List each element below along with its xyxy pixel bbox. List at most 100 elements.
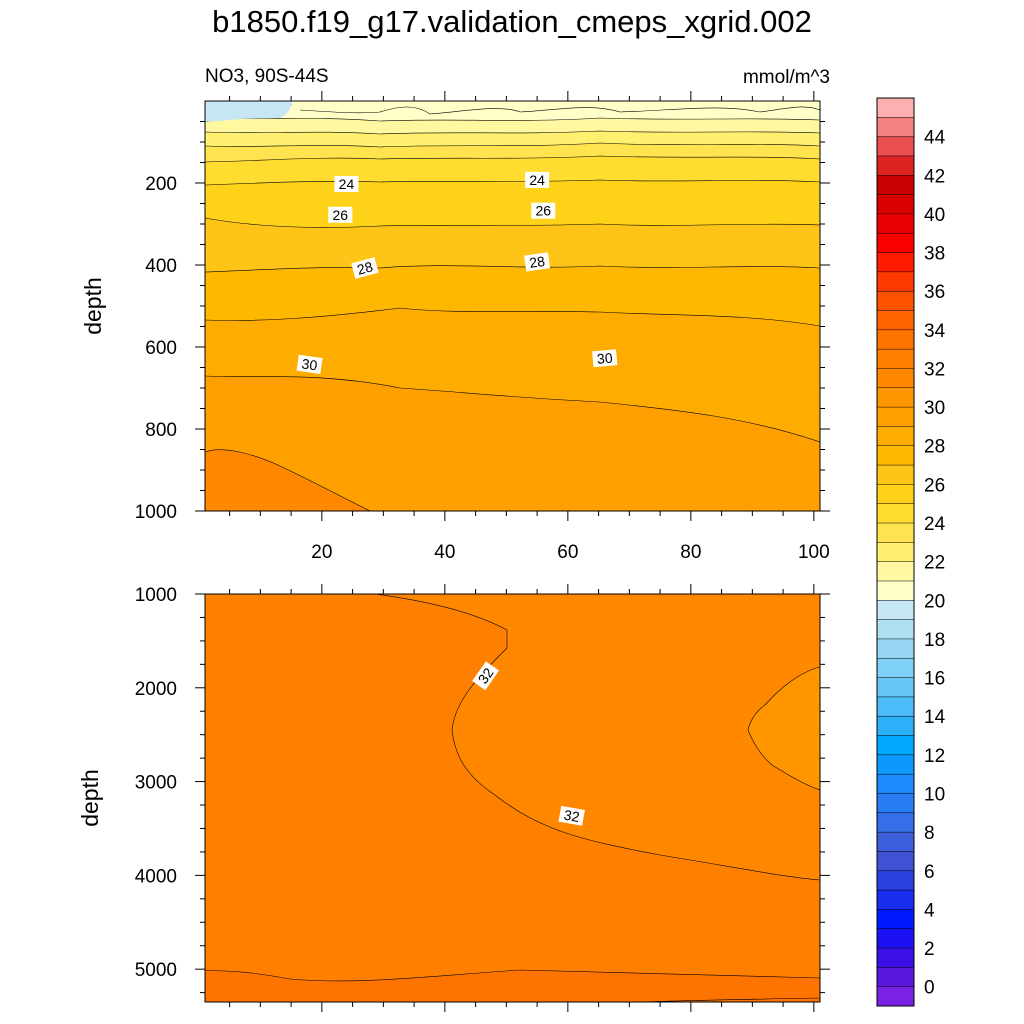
lower-y-axis-title: depth bbox=[77, 769, 103, 827]
contour-label: 28 bbox=[351, 257, 379, 279]
x-tick-label: 80 bbox=[680, 542, 701, 563]
y-tick-label: 400 bbox=[145, 256, 177, 277]
colorbar-swatch bbox=[877, 619, 914, 640]
x-tick-label: 20 bbox=[311, 542, 332, 563]
upper-y-axis-title: depth bbox=[80, 277, 106, 335]
contour-label: 24 bbox=[525, 171, 550, 188]
y-tick-label: 1000 bbox=[135, 502, 177, 523]
colorbar-swatch bbox=[877, 503, 914, 524]
colorbar-swatch bbox=[877, 986, 914, 1007]
colorbar-swatch bbox=[877, 851, 914, 872]
colorbar-swatch bbox=[877, 638, 914, 659]
colorbar-swatch bbox=[877, 117, 914, 138]
svg-text:26: 26 bbox=[333, 207, 349, 223]
colorbar-swatch bbox=[877, 407, 914, 427]
colorbar-swatch bbox=[877, 484, 914, 505]
colorbar-frame bbox=[876, 97, 915, 1007]
svg-text:30: 30 bbox=[596, 350, 613, 367]
colorbar-swatch bbox=[877, 832, 914, 852]
contour-label: 32 bbox=[558, 805, 585, 826]
colorbar-label: 14 bbox=[924, 707, 946, 728]
colorbar-swatch bbox=[877, 812, 914, 833]
colorbar-label: 22 bbox=[924, 553, 945, 574]
colorbar-swatch bbox=[877, 754, 914, 775]
colorbar-label: 36 bbox=[924, 282, 945, 303]
colorbar-swatch bbox=[877, 271, 914, 292]
colorbar-swatch bbox=[877, 155, 914, 176]
colorbar-label: 12 bbox=[924, 746, 945, 767]
colorbar-swatch bbox=[877, 561, 914, 582]
colorbar-swatch bbox=[877, 194, 914, 215]
colorbar-label: 34 bbox=[924, 321, 946, 342]
contour-label: 30 bbox=[592, 349, 618, 368]
x-tick-label: 60 bbox=[557, 542, 578, 563]
colorbar-swatch bbox=[877, 387, 914, 408]
y-tick-label: 200 bbox=[145, 174, 177, 195]
y-tick-label: 2000 bbox=[135, 679, 177, 700]
colorbar-swatch bbox=[877, 735, 914, 756]
variable-region-subtitle: NO3, 90S-44S bbox=[205, 66, 329, 87]
lower-panel: 32 32 1000 2000 3000 4000 5000 bbox=[135, 584, 830, 1012]
y-tick-label: 3000 bbox=[135, 773, 177, 794]
colorbar-swatch bbox=[877, 252, 914, 273]
colorbar-swatch bbox=[877, 716, 914, 736]
colorbar-swatch bbox=[877, 136, 914, 157]
colorbar-swatch bbox=[877, 542, 914, 563]
surface-low-region bbox=[205, 101, 292, 122]
colorbar-swatch bbox=[877, 175, 914, 195]
colorbar-swatch bbox=[877, 658, 914, 678]
svg-text:28: 28 bbox=[528, 253, 546, 271]
colorbar-swatch bbox=[877, 774, 914, 794]
upper-panel-fill bbox=[205, 101, 820, 511]
units-subtitle: mmol/m^3 bbox=[742, 67, 830, 88]
colorbar-label: 8 bbox=[924, 823, 935, 844]
x-tick-label: 40 bbox=[434, 542, 455, 563]
y-tick-label: 1000 bbox=[135, 585, 177, 606]
colorbar-swatch bbox=[877, 928, 914, 949]
colorbar-swatch bbox=[877, 600, 914, 621]
lower-frame bbox=[204, 593, 821, 1003]
colorbar-swatch bbox=[877, 329, 914, 350]
colorbar-swatch bbox=[877, 213, 914, 234]
colorbar-label: 20 bbox=[924, 591, 945, 612]
colorbar-swatch bbox=[877, 310, 914, 331]
contour-label: 30 bbox=[296, 354, 323, 374]
chart-title: b1850.f19_g17.validation_cmeps_xgrid.002 bbox=[212, 4, 812, 39]
y-tick-label: 5000 bbox=[135, 960, 177, 981]
y-tick-label: 4000 bbox=[135, 866, 177, 887]
colorbar-swatch bbox=[877, 909, 914, 930]
colorbar-swatch bbox=[877, 368, 914, 389]
colorbar-label: 26 bbox=[924, 475, 945, 496]
colorbar-swatch bbox=[877, 890, 914, 910]
colorbar-label: 38 bbox=[924, 244, 945, 265]
colorbar-swatch bbox=[877, 870, 914, 891]
svg-text:24: 24 bbox=[529, 172, 545, 188]
colorbar-label: 2 bbox=[924, 939, 935, 960]
colorbar-label: 0 bbox=[924, 978, 935, 999]
colorbar-label: 42 bbox=[924, 166, 945, 187]
colorbar: 4442403836343230282624222018161412108642… bbox=[876, 97, 946, 1007]
x-tick-label: 100 bbox=[798, 542, 830, 563]
colorbar-swatch bbox=[877, 793, 914, 814]
colorbar-label: 10 bbox=[924, 784, 945, 805]
colorbar-swatch bbox=[877, 445, 914, 466]
colorbar-swatch bbox=[877, 967, 914, 988]
upper-panel: 24 24 26 26 28 28 30 30 20 40 60 80 100 200 400 600 800… bbox=[135, 91, 830, 563]
svg-text:28: 28 bbox=[355, 258, 374, 278]
contour-label: 26 bbox=[531, 202, 556, 219]
colorbar-swatch bbox=[877, 349, 914, 369]
colorbar-label: 40 bbox=[924, 205, 945, 226]
contour-label: 24 bbox=[334, 176, 359, 192]
svg-text:32: 32 bbox=[563, 807, 581, 825]
colorbar-label: 16 bbox=[924, 669, 945, 690]
colorbar-label: 30 bbox=[924, 398, 945, 419]
colorbar-label: 18 bbox=[924, 630, 945, 651]
contour-label: 26 bbox=[328, 206, 353, 223]
colorbar-swatch bbox=[877, 523, 914, 543]
colorbar-swatch bbox=[877, 291, 914, 311]
y-tick-label: 800 bbox=[145, 420, 177, 441]
colorbar-swatch bbox=[877, 696, 914, 717]
colorbar-label: 6 bbox=[924, 862, 935, 883]
lower-panel-fill bbox=[205, 594, 820, 1002]
